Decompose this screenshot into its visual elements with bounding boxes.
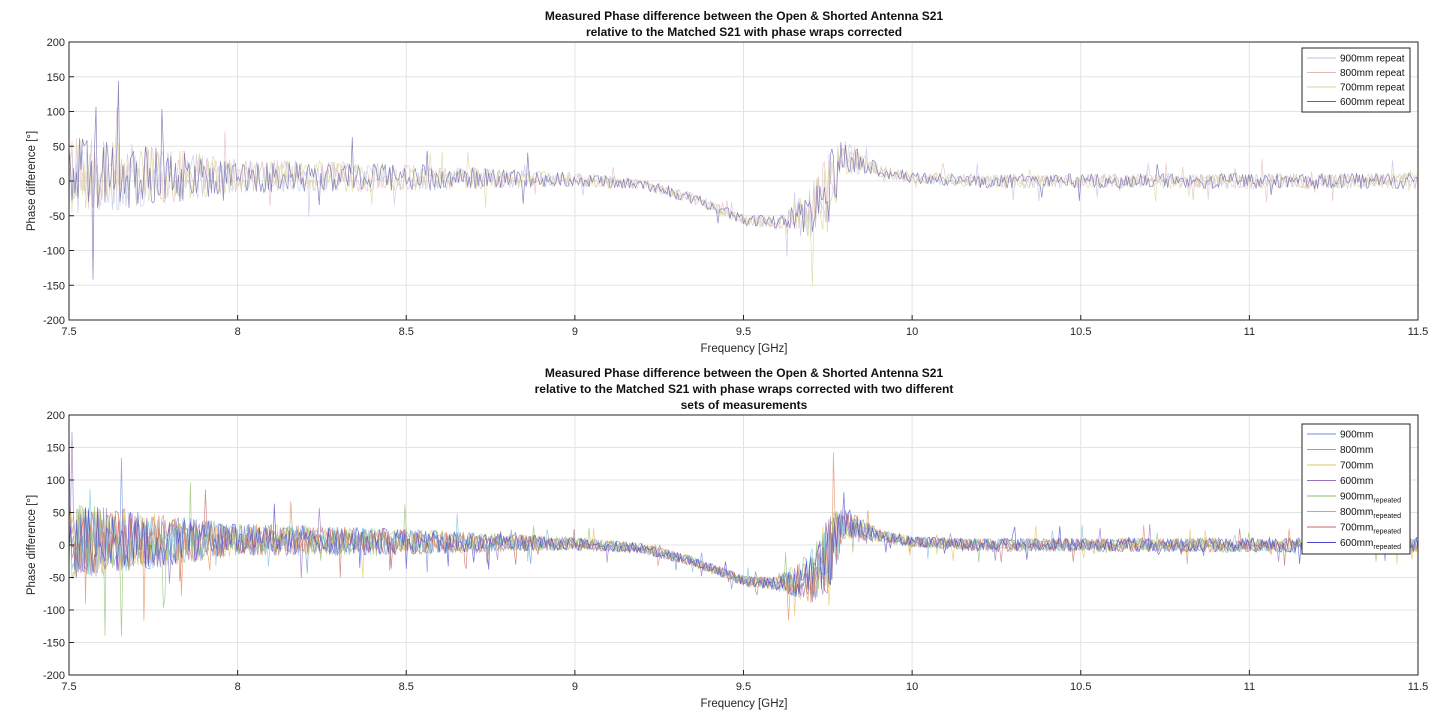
bottom-chart-y-tick-label-7: 150 — [47, 443, 65, 455]
top-chart-x-tick-label-4: 9.5 — [736, 326, 751, 338]
top-chart-y-tick-label-5: 50 — [53, 141, 65, 153]
top-chart-legend-label-0: 900mm repeat — [1340, 54, 1405, 65]
top-chart-x-tick-label-3: 9 — [572, 326, 578, 338]
top-chart-legend: 900mm repeat 800mm repeat 700mm repeat 600m… — [1301, 47, 1411, 113]
top-chart-series-line-2 — [68, 140, 1419, 287]
bottom-chart-y-tick-label-0: -200 — [43, 670, 65, 682]
bottom-chart-x-tick-label-7: 11 — [1244, 681, 1255, 693]
bottom-chart-x-tick-label-5: 10 — [906, 681, 918, 693]
bottom-chart-legend-box — [1301, 423, 1411, 555]
bottom-chart-series-line-1 — [68, 452, 1419, 621]
bottom-chart-x-tick-label-1: 8 — [235, 681, 241, 693]
bottom-chart-y-tick-label-4: 0 — [59, 540, 65, 552]
bottom-chart-x-tick-label-0: 7.5 — [61, 681, 76, 693]
top-chart-y-tick-label-6: 100 — [47, 107, 65, 119]
bottom-chart-title-line-1: Measured Phase difference between the Op… — [545, 366, 944, 380]
top-chart-y-tick-label-4: 0 — [59, 176, 65, 188]
top-chart-y-ticks: -200 -150 -100 -50 0 50 100 150 200 — [43, 37, 74, 327]
bottom-chart-y-tick-label-5: 50 — [53, 508, 65, 520]
top-chart-x-tick-label-6: 10.5 — [1070, 326, 1091, 338]
top-chart-x-axis-label: Frequency [GHz] — [701, 343, 788, 355]
bottom-chart-x-tick-label-8: 11.5 — [1408, 681, 1429, 693]
bottom-chart-legend-sublabel-6: repeated — [1373, 529, 1401, 536]
top-chart-title-line-2: relative to the Matched S21 with phase w… — [586, 25, 902, 39]
top-chart-x-tick-label-1: 8 — [235, 326, 241, 338]
bottom-chart-x-tick-label-2: 8.5 — [399, 681, 414, 693]
bottom-chart-legend: 900mm800mm700mm600mm900mmrepeated800mmre… — [1301, 423, 1411, 555]
top-chart: Measured Phase difference between the Op… — [26, 9, 1428, 355]
bottom-chart-legend-label-1: 800mm — [1340, 445, 1373, 456]
bottom-chart-series-line-7 — [68, 492, 1419, 597]
bottom-chart-legend-label-0: 900mm — [1340, 430, 1373, 441]
top-chart-legend-label-1: 800mm repeat — [1340, 68, 1405, 79]
bottom-chart-title-line-2: relative to the Matched S21 with phase w… — [535, 382, 954, 396]
bottom-chart-title-line-3: sets of measurements — [681, 398, 808, 412]
bottom-chart-x-tick-label-3: 9 — [572, 681, 578, 693]
bottom-chart-x-ticks: 7.5 8 8.5 9 9.5 10 10.5 11 11.5 — [61, 670, 1428, 693]
top-chart-y-axis-label: Phase difference [°] — [26, 131, 38, 231]
bottom-chart-y-tick-label-2: -100 — [43, 605, 65, 617]
bottom-chart-series-line-2 — [68, 504, 1419, 616]
bottom-chart-legend-sublabel-5: repeated — [1373, 513, 1401, 520]
top-chart-y-tick-label-1: -150 — [43, 280, 65, 292]
top-chart-legend-label-2: 700mm repeat — [1340, 83, 1405, 94]
bottom-chart-legend-sublabel-4: repeated — [1373, 498, 1401, 505]
top-chart-x-tick-label-0: 7.5 — [61, 326, 76, 338]
top-chart-title-line-1: Measured Phase difference between the Op… — [545, 9, 944, 23]
top-chart-series-lines — [68, 80, 1419, 287]
top-chart-x-tick-label-7: 11 — [1244, 326, 1255, 338]
bottom-chart-y-ticks: -200 -150 -100 -50 0 50 100 150 200 — [43, 410, 74, 682]
bottom-chart-legend-sublabel-7: repeated — [1373, 544, 1401, 551]
top-chart-y-tick-label-2: -100 — [43, 246, 65, 258]
bottom-chart-legend-label-2: 700mm — [1340, 461, 1373, 472]
bottom-chart-y-tick-label-8: 200 — [47, 410, 65, 422]
top-chart-x-ticks: 7.5 8 8.5 9 9.5 10 10.5 11 11.5 — [61, 315, 1428, 338]
top-chart-x-tick-label-5: 10 — [906, 326, 918, 338]
top-chart-x-tick-label-8: 11.5 — [1408, 326, 1429, 338]
top-chart-series-line-0 — [68, 141, 1419, 257]
top-chart-series-line-1 — [68, 107, 1419, 233]
top-chart-y-tick-label-3: -50 — [49, 211, 65, 223]
bottom-chart-series-line-6 — [68, 489, 1419, 598]
bottom-chart-series-lines — [68, 430, 1419, 637]
bottom-chart-y-axis-label: Phase difference [°] — [26, 495, 38, 595]
top-chart-series-line-3 — [68, 80, 1419, 280]
top-chart-x-tick-label-2: 8.5 — [399, 326, 414, 338]
top-chart-legend-label-3: 600mm repeat — [1340, 97, 1405, 108]
top-chart-y-tick-label-0: -200 — [43, 315, 65, 327]
bottom-chart-x-tick-label-4: 9.5 — [736, 681, 751, 693]
bottom-chart: Measured Phase difference between the Op… — [26, 366, 1428, 710]
bottom-chart-y-tick-label-1: -150 — [43, 638, 65, 650]
top-chart-y-tick-label-7: 150 — [47, 72, 65, 84]
bottom-chart-y-tick-label-3: -50 — [49, 573, 65, 585]
bottom-chart-x-axis-label: Frequency [GHz] — [701, 698, 788, 710]
bottom-chart-y-tick-label-6: 100 — [47, 475, 65, 487]
bottom-chart-x-tick-label-6: 10.5 — [1070, 681, 1091, 693]
bottom-chart-legend-label-3: 600mm — [1340, 476, 1373, 487]
top-chart-y-tick-label-8: 200 — [47, 37, 65, 49]
